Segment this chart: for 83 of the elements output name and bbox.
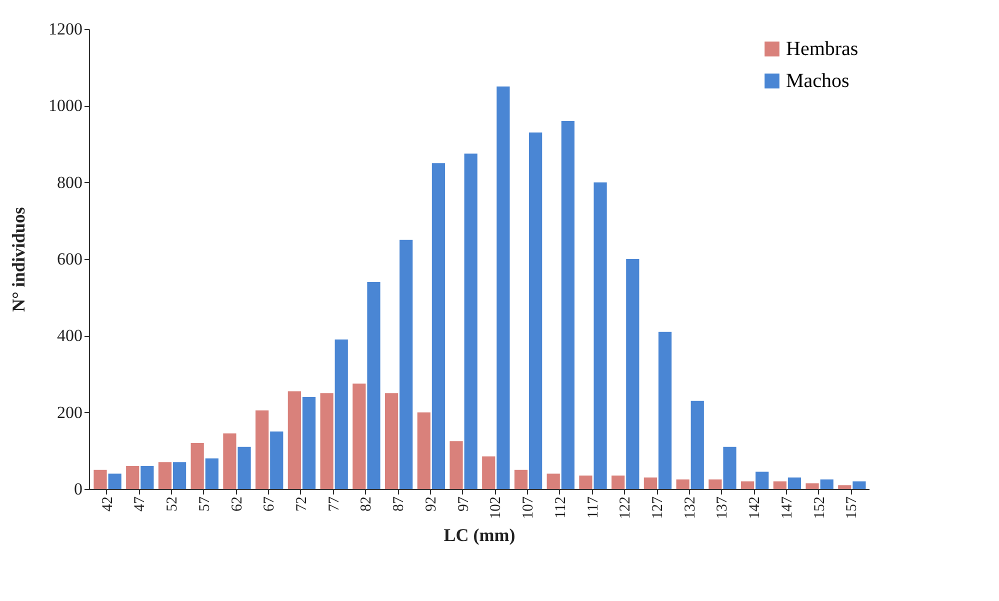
x-tick-label: 142 (747, 496, 764, 519)
bar (838, 485, 852, 489)
y-tick-label: 200 (57, 402, 82, 422)
bar (172, 462, 186, 489)
x-tick-label: 102 (488, 496, 504, 519)
x-tick-label: 72 (294, 496, 310, 512)
x-tick-label: 127 (650, 496, 666, 519)
bar (626, 259, 640, 489)
y-tick-label: 1200 (48, 20, 82, 38)
x-tick-label: 132 (682, 496, 698, 519)
bar (676, 479, 690, 489)
bar (384, 393, 398, 489)
x-tick-label: 42 (100, 496, 116, 512)
x-tick-label: 47 (132, 496, 148, 512)
bar (658, 332, 672, 489)
x-tick-label: 62 (229, 496, 246, 512)
bar (529, 132, 542, 489)
bar (270, 432, 284, 489)
bar (579, 476, 592, 489)
x-tick-label: 77 (326, 496, 342, 512)
bar (594, 182, 607, 489)
bar (158, 462, 172, 489)
x-tick-label: 82 (358, 496, 375, 512)
bar (256, 410, 269, 489)
x-tick-label: 117 (585, 496, 602, 518)
x-tick-label: 52 (164, 496, 181, 512)
bar (852, 481, 866, 489)
y-tick-label: 800 (57, 172, 82, 192)
bar (400, 240, 413, 489)
bar (190, 443, 204, 489)
x-tick-label: 157 (844, 496, 860, 519)
x-tick-label: 147 (779, 496, 796, 519)
bar (723, 446, 736, 489)
y-tick-label: 600 (57, 250, 82, 268)
x-tick-label: 87 (391, 496, 408, 512)
bar (561, 121, 574, 489)
bar (450, 441, 463, 489)
bar (644, 478, 658, 489)
bar (288, 391, 301, 489)
bar (482, 456, 496, 489)
bar (352, 384, 366, 489)
bar (94, 470, 107, 489)
bar (496, 86, 510, 489)
bar (238, 446, 251, 489)
legend-label: Machos (786, 70, 850, 92)
bar (756, 472, 769, 489)
bar (546, 474, 560, 489)
bar (464, 154, 478, 489)
bar (690, 400, 704, 489)
bar (302, 397, 316, 489)
x-tick-label: 57 (196, 496, 213, 512)
bar (126, 466, 140, 489)
legend-label: Hembras (786, 38, 858, 60)
bar (223, 433, 236, 489)
bar (514, 470, 528, 489)
x-tick-label: 137 (714, 496, 731, 519)
x-tick-label: 112 (552, 496, 569, 518)
bar (708, 479, 722, 489)
bar (740, 481, 754, 489)
bar (432, 163, 446, 489)
bar (612, 476, 625, 489)
x-tick-label: 97 (456, 496, 472, 512)
bar (773, 481, 786, 489)
y-axis-title: N° individuos (8, 207, 28, 312)
bar (334, 340, 348, 489)
bar (367, 282, 380, 489)
y-tick-label: 0 (74, 480, 82, 498)
y-tick-label: 1000 (48, 96, 82, 116)
x-tick-label: 122 (618, 496, 634, 519)
x-tick-label: 92 (423, 496, 440, 512)
x-tick-label: 67 (262, 496, 278, 512)
bar (417, 412, 430, 489)
bar (320, 393, 334, 489)
bar (806, 483, 819, 489)
bar (820, 479, 834, 489)
x-tick-label: 107 (520, 496, 537, 519)
bar (108, 474, 122, 489)
x-tick-label: 152 (812, 496, 828, 519)
bar (140, 466, 154, 489)
bar (205, 458, 218, 489)
bar (788, 478, 802, 489)
x-axis-title: LC (mm) (444, 525, 516, 545)
y-tick-label: 400 (57, 326, 82, 346)
